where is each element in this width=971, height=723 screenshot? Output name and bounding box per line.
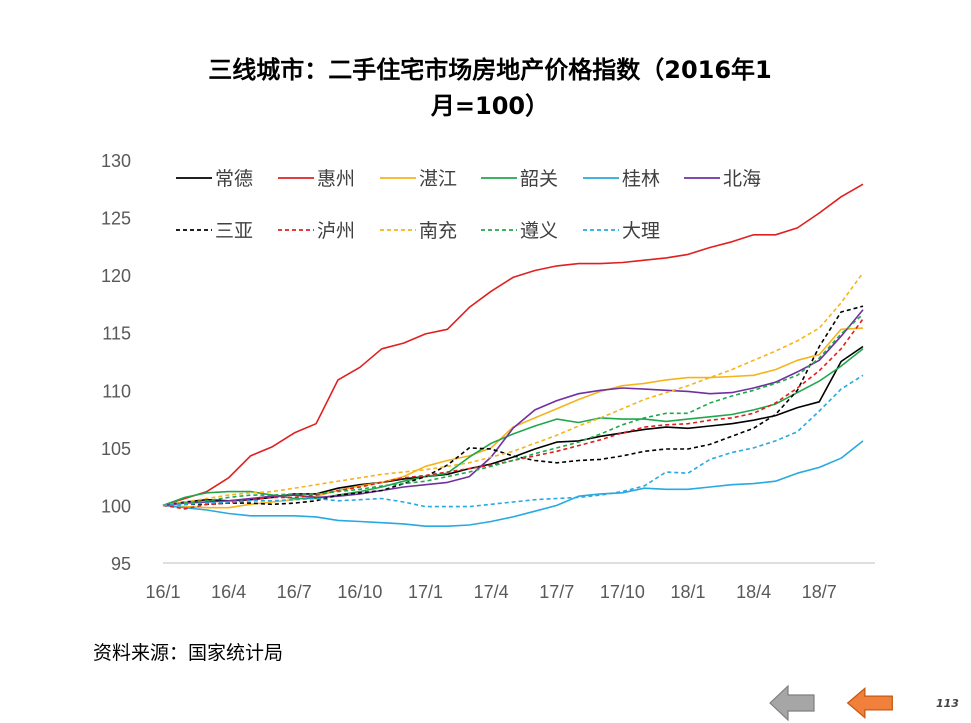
series-line [162, 327, 864, 509]
x-tick-label: 16/7 [277, 582, 312, 602]
legend-label: 湛江 [419, 168, 457, 190]
series-line [162, 318, 864, 510]
y-tick-label: 95 [111, 554, 131, 574]
previous-arrow-icon[interactable] [768, 683, 816, 723]
x-tick-label: 16/4 [211, 582, 246, 602]
series-line [162, 272, 864, 507]
legend-label: 北海 [723, 168, 761, 190]
legend-label: 三亚 [215, 220, 253, 242]
page-number: 113 [936, 697, 959, 710]
chart-title-line1: 三线城市：二手住宅市场房地产价格指数（2016年1 [208, 56, 772, 84]
x-tick-label: 18/4 [736, 582, 771, 602]
chart-title-line2: 月=100） [430, 92, 550, 120]
legend-label: 桂林 [622, 168, 660, 190]
x-tick-label: 17/4 [474, 582, 509, 602]
chart-title: 三线城市：二手住宅市场房地产价格指数（2016年1 月=100） [90, 52, 890, 124]
y-axis-tick-labels: 95 100 105 110 115 120 125 130 [101, 151, 131, 574]
legend-label: 遵义 [520, 220, 558, 242]
x-tick-label: 16/1 [145, 582, 180, 602]
series-line [162, 305, 864, 507]
next-arrow-icon[interactable] [846, 683, 894, 723]
series-lines [162, 183, 864, 527]
legend-label: 常德 [215, 168, 253, 190]
next-arrow-shape [846, 687, 893, 719]
series-line [162, 183, 864, 507]
series-line [162, 313, 864, 507]
legend-label: 泸州 [317, 220, 355, 242]
legend-label: 韶关 [520, 168, 558, 190]
previous-arrow-shape [769, 684, 815, 722]
y-tick-label: 125 [101, 209, 131, 229]
legend-label: 南充 [419, 220, 457, 242]
x-tick-label: 16/10 [337, 582, 382, 602]
y-tick-label: 110 [102, 381, 131, 401]
y-tick-label: 115 [102, 324, 131, 344]
x-tick-label: 17/1 [408, 582, 443, 602]
x-tick-label: 17/7 [539, 582, 574, 602]
x-tick-label: 18/1 [670, 582, 705, 602]
x-tick-label: 17/10 [600, 582, 645, 602]
legend-label: 惠州 [317, 168, 355, 190]
series-line [162, 345, 864, 507]
series-line [162, 374, 864, 508]
legend-label: 大理 [622, 220, 660, 242]
series-line [162, 309, 864, 507]
y-tick-label: 105 [101, 439, 131, 459]
source-note: 资料来源：国家统计局 [93, 642, 284, 664]
series-line [162, 440, 864, 527]
x-axis-tick-labels: 16/1 16/4 16/7 16/10 17/1 17/4 17/7 17/10 18/1 18… [145, 582, 836, 602]
y-tick-label: 100 [101, 496, 131, 516]
x-tick-label: 18/7 [802, 582, 837, 602]
y-tick-label: 120 [101, 266, 131, 286]
y-tick-label: 130 [101, 151, 131, 171]
